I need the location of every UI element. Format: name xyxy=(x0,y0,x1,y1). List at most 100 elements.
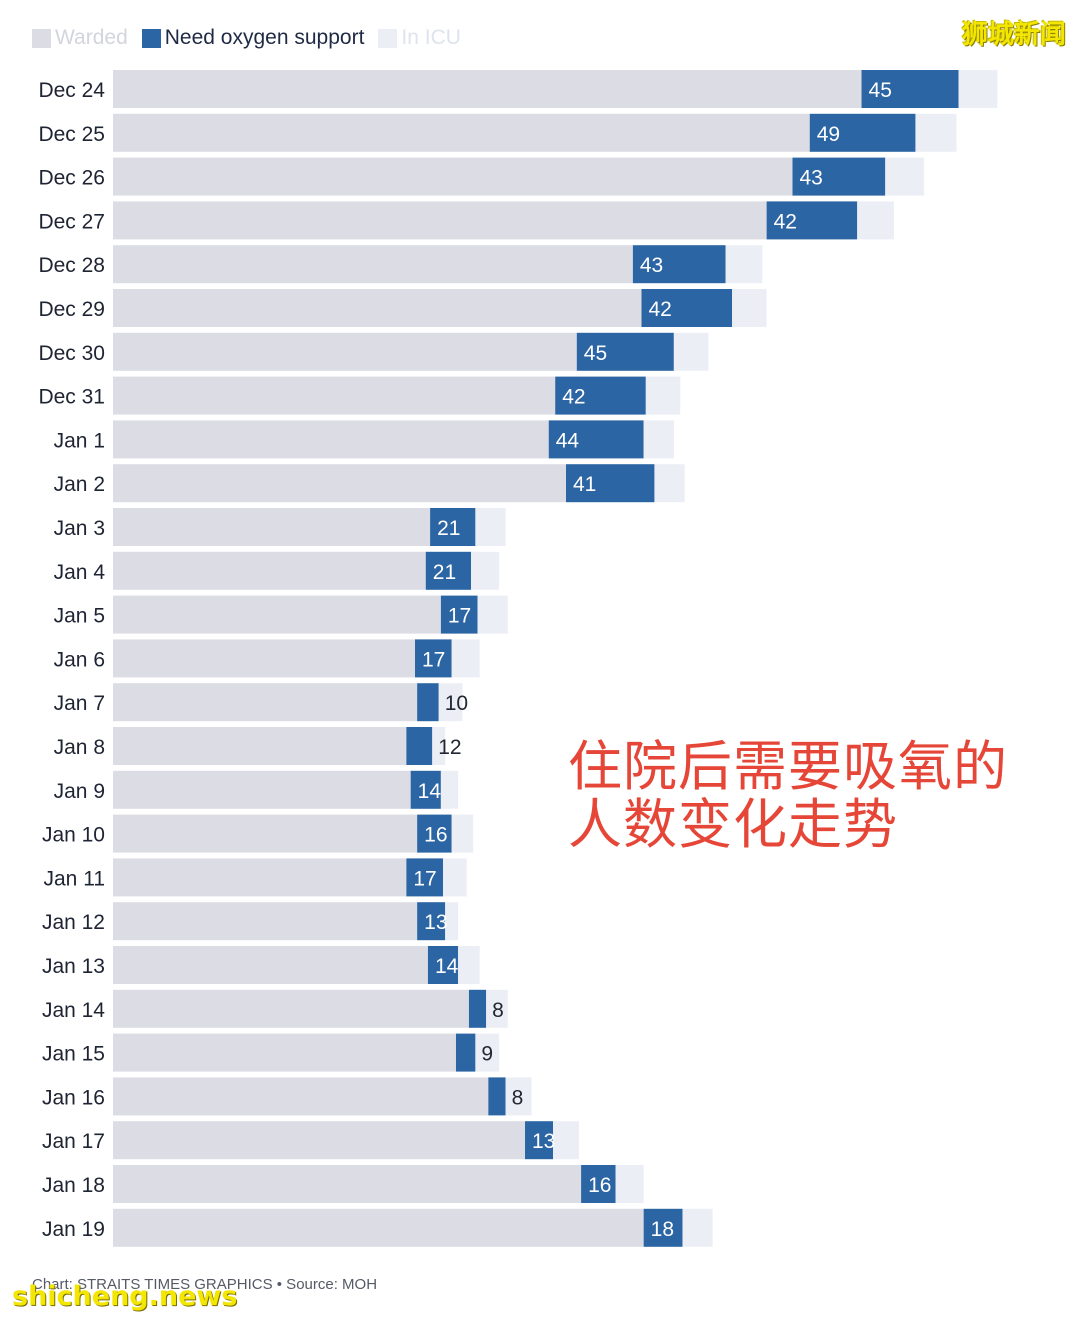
data-label-oxygen: 9 xyxy=(481,1043,493,1066)
data-label-oxygen: 12 xyxy=(438,736,461,759)
chart-annotation: 住院后需要吸氧的人数变化走势 xyxy=(568,735,1008,856)
data-label-oxygen: 42 xyxy=(562,386,585,409)
bar-warded xyxy=(113,595,441,634)
bar-warded xyxy=(113,727,407,765)
legend-label-icu: In ICU xyxy=(401,26,461,49)
category-label: Jan 15 xyxy=(42,1043,105,1066)
bar-oxygen xyxy=(455,1033,476,1072)
category-label: Dec 26 xyxy=(38,167,105,190)
category-label: Jan 9 xyxy=(54,780,105,803)
legend-swatch-icu xyxy=(378,28,398,48)
bar-oxygen xyxy=(427,946,459,984)
bar-icu xyxy=(486,989,508,1028)
bar-icu xyxy=(471,551,500,590)
bar-icu xyxy=(475,1033,500,1072)
bar-oxygen xyxy=(417,902,446,941)
bar-oxygen xyxy=(406,858,444,897)
bar-icu xyxy=(458,946,480,984)
bar-oxygen xyxy=(792,157,886,196)
legend-item-icu: In ICU xyxy=(378,26,461,50)
bar-icu xyxy=(553,1121,579,1160)
category-label: Dec 28 xyxy=(38,254,105,277)
category-label: Jan 10 xyxy=(42,824,105,847)
bar-oxygen xyxy=(440,595,478,634)
bar-oxygen xyxy=(566,464,655,503)
bar-icu xyxy=(451,639,480,678)
category-label: Jan 2 xyxy=(54,473,105,496)
bar-icu xyxy=(682,1208,713,1247)
data-label-oxygen: 42 xyxy=(774,210,797,233)
data-label-oxygen: 45 xyxy=(869,79,892,102)
bar-icu xyxy=(505,1077,532,1116)
bar-oxygen xyxy=(643,1208,683,1247)
category-label: Jan 3 xyxy=(54,517,105,540)
bar-warded xyxy=(113,464,566,503)
legend-item-warded: Warded xyxy=(32,26,128,50)
data-label-oxygen: 44 xyxy=(556,429,580,452)
data-label-oxygen: 8 xyxy=(492,999,504,1022)
bar-oxygen xyxy=(410,770,441,809)
category-label: Jan 18 xyxy=(42,1174,105,1197)
bar-oxygen xyxy=(641,289,733,327)
data-label-oxygen: 42 xyxy=(649,298,672,321)
legend-label-warded: Warded xyxy=(55,26,128,49)
bar-icu xyxy=(725,245,763,284)
bar-icu xyxy=(643,420,674,459)
category-label: Jan 11 xyxy=(44,867,106,890)
bar-warded xyxy=(113,289,642,327)
bar-oxygen xyxy=(766,201,858,240)
category-label: Jan 1 xyxy=(54,429,105,452)
bar-icu xyxy=(475,508,506,546)
bar-warded xyxy=(113,683,418,722)
category-label: Jan 8 xyxy=(54,736,105,759)
bar-warded xyxy=(113,245,633,284)
data-label-oxygen: 43 xyxy=(640,254,663,277)
category-label: Jan 6 xyxy=(54,648,105,671)
category-label: Dec 24 xyxy=(38,79,105,102)
bar-warded xyxy=(113,551,426,590)
data-label-oxygen: 14 xyxy=(418,780,442,803)
data-label-oxygen: 21 xyxy=(433,561,456,584)
category-label: Dec 27 xyxy=(38,210,105,233)
bar-warded xyxy=(113,1077,489,1116)
bar-icu xyxy=(443,858,467,897)
data-label-oxygen: 17 xyxy=(422,648,445,671)
legend-swatch-warded xyxy=(32,28,51,48)
data-label-oxygen: 10 xyxy=(445,692,468,715)
category-label: Jan 19 xyxy=(42,1218,105,1241)
category-label: Dec 25 xyxy=(38,123,105,146)
data-label-oxygen: 18 xyxy=(651,1218,674,1241)
category-label: Jan 12 xyxy=(42,911,105,934)
data-label-oxygen: 8 xyxy=(512,1086,524,1109)
category-label: Jan 14 xyxy=(42,999,105,1022)
bar-warded xyxy=(113,1208,644,1247)
bar-warded xyxy=(113,201,767,240)
data-label-oxygen: 13 xyxy=(532,1130,555,1153)
bar-warded xyxy=(113,1121,526,1160)
bar-icu xyxy=(673,332,709,371)
bar-warded xyxy=(113,1165,582,1203)
data-label-oxygen: 21 xyxy=(437,517,460,540)
category-label: Dec 29 xyxy=(38,298,105,321)
bar-icu xyxy=(958,70,998,108)
bar-warded xyxy=(113,858,407,897)
bar-oxygen xyxy=(488,1077,506,1116)
bar-warded xyxy=(113,70,862,108)
bar-warded xyxy=(113,157,793,196)
bar-icu xyxy=(615,1165,644,1203)
category-label: Jan 4 xyxy=(54,561,106,584)
bar-warded xyxy=(113,902,418,941)
category-label: Dec 30 xyxy=(38,342,105,365)
bar-warded xyxy=(113,639,415,678)
data-label-oxygen: 43 xyxy=(800,167,823,190)
bar-oxygen xyxy=(555,376,646,415)
watermark-logo: 狮城新闻 xyxy=(961,20,1066,50)
bar-icu xyxy=(451,814,474,853)
bar-icu xyxy=(477,595,508,634)
bar-warded xyxy=(113,332,577,371)
category-label: Dec 31 xyxy=(38,386,105,409)
bar-oxygen xyxy=(576,332,674,371)
source-note: Chart: STRAITS TIMES GRAPHICS • Source: … xyxy=(32,1276,378,1293)
bar-icu xyxy=(440,770,459,809)
